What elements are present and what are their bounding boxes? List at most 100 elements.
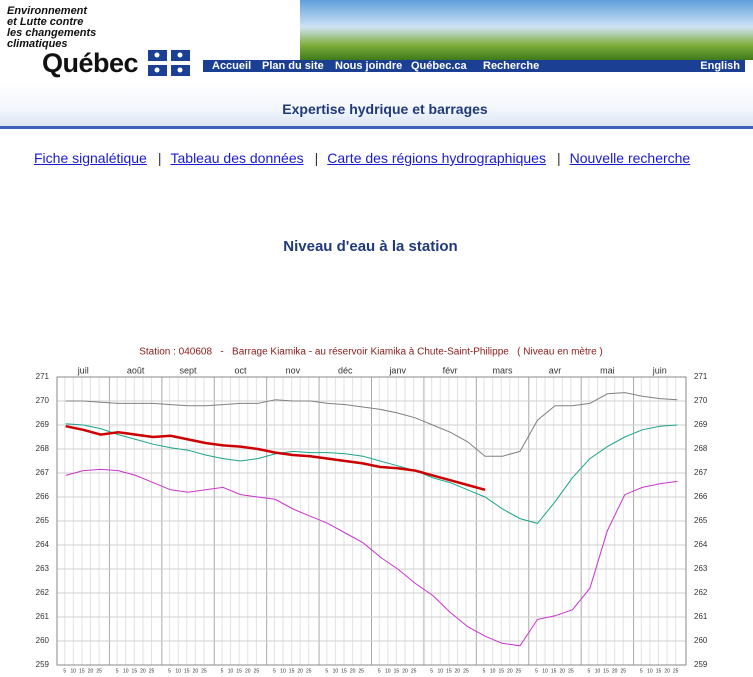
x-day-label: 25 (673, 668, 679, 674)
x-day-label: 25 (96, 668, 102, 674)
logo-text: Environnement et Lutte contre les changeme… (7, 6, 96, 50)
x-day-label: 10 (333, 668, 339, 674)
y-tick-label: 267 (36, 468, 50, 477)
x-day-label: 25 (411, 668, 417, 674)
x-day-label: 20 (507, 668, 513, 674)
y2-tick-label: 268 (694, 444, 708, 453)
separator: | (314, 150, 319, 166)
x-tick-label: sept (180, 365, 198, 375)
x-day-label: 10 (385, 668, 391, 674)
y-tick-label: 263 (36, 564, 50, 573)
nav-link[interactable]: Québec.ca (411, 60, 467, 72)
x-tick-label: juin (652, 365, 667, 375)
x-day-label: 5 (63, 668, 66, 674)
x-day-label: 10 (647, 668, 653, 674)
y-tick-label: 269 (36, 420, 50, 429)
link-bar: Fiche signalétique | Tableau des données | C… (34, 150, 690, 166)
x-day-label: 5 (640, 668, 643, 674)
y2-tick-label: 271 (694, 372, 708, 381)
nav-link[interactable]: Fiche signalétique (34, 150, 147, 166)
x-day-label: 5 (116, 668, 119, 674)
brand[interactable]: Québec (42, 48, 139, 78)
y2-tick-label: 259 (694, 660, 708, 669)
x-day-label: 20 (140, 668, 146, 674)
y-tick-label: 260 (36, 636, 50, 645)
series-line (65, 468, 678, 647)
x-day-label: 20 (455, 668, 461, 674)
y2-tick-label: 262 (694, 588, 708, 597)
x-tick-label: juil (77, 365, 89, 375)
x-tick-label: nov (286, 365, 301, 375)
x-day-label: 25 (358, 668, 364, 674)
nav-link[interactable]: Nouvelle recherche (569, 150, 691, 166)
x-day-label: 10 (280, 668, 286, 674)
x-day-label: 10 (437, 668, 443, 674)
x-day-label: 15 (79, 668, 85, 674)
x-day-label: 20 (664, 668, 670, 674)
y-tick-label: 265 (36, 516, 50, 525)
nav-link[interactable]: Tableau des données (170, 150, 304, 166)
x-tick-label: févr (443, 365, 458, 375)
x-day-label: 20 (559, 668, 565, 674)
x-day-label: 15 (289, 668, 295, 674)
y-tick-label: 262 (36, 588, 50, 597)
x-day-label: 15 (341, 668, 347, 674)
x-day-label: 10 (175, 668, 181, 674)
x-day-label: 15 (656, 668, 662, 674)
language-link[interactable]: English (700, 60, 740, 72)
flag (148, 50, 190, 76)
series-line (65, 423, 678, 524)
y-tick-label: 266 (36, 492, 50, 501)
x-day-label: 10 (595, 668, 601, 674)
nav-link[interactable]: Plan du site (262, 60, 324, 72)
logo-line: climatiques (7, 38, 68, 50)
y2-tick-label: 270 (694, 396, 708, 405)
x-day-label: 25 (516, 668, 522, 674)
x-day-label: 5 (430, 668, 433, 674)
page-heading: Niveau d'eau à la station (283, 238, 458, 255)
x-day-label: 5 (168, 668, 171, 674)
x-day-label: 10 (228, 668, 234, 674)
nav-link[interactable]: Carte des régions hydrographiques (327, 150, 546, 166)
section-title: Expertise hydrique et barrages (282, 101, 488, 117)
x-day-label: 5 (483, 668, 486, 674)
x-day-label: 20 (88, 668, 94, 674)
y-tick-label: 259 (36, 660, 50, 669)
y2-tick-label: 263 (694, 564, 708, 573)
x-day-label: 25 (463, 668, 469, 674)
x-tick-label: août (127, 365, 145, 375)
x-day-label: 15 (184, 668, 190, 674)
x-day-label: 20 (245, 668, 251, 674)
x-day-label: 10 (542, 668, 548, 674)
x-day-label: 25 (254, 668, 260, 674)
x-day-label: 25 (620, 668, 626, 674)
plot-frame (56, 376, 687, 666)
x-day-label: 20 (350, 668, 356, 674)
x-day-label: 15 (603, 668, 609, 674)
x-day-label: 15 (446, 668, 452, 674)
x-day-label: 5 (588, 668, 591, 674)
nav-link[interactable]: Nous joindre (335, 60, 403, 72)
chart: Station : 040608 - Barrage Kiamika - au … (36, 347, 708, 675)
x-day-label: 5 (325, 668, 328, 674)
x-tick-label: déc (338, 365, 353, 375)
y2-tick-label: 260 (694, 636, 708, 645)
x-day-label: 20 (612, 668, 618, 674)
x-day-label: 25 (149, 668, 155, 674)
separator: | (556, 150, 561, 166)
y2-tick-label: 269 (694, 420, 708, 429)
x-day-label: 10 (123, 668, 129, 674)
x-day-label: 5 (535, 668, 538, 674)
x-day-label: 5 (273, 668, 276, 674)
x-day-label: 10 (490, 668, 496, 674)
y-tick-label: 261 (36, 612, 50, 621)
x-day-label: 15 (394, 668, 400, 674)
series-line (65, 424, 486, 492)
section-band (0, 80, 753, 129)
nav-link[interactable]: Recherche (483, 60, 540, 72)
nav-link[interactable]: Accueil (212, 60, 252, 72)
y-tick-label: 268 (36, 444, 50, 453)
y-tick-label: 271 (36, 372, 50, 381)
x-day-label: 20 (193, 668, 199, 674)
